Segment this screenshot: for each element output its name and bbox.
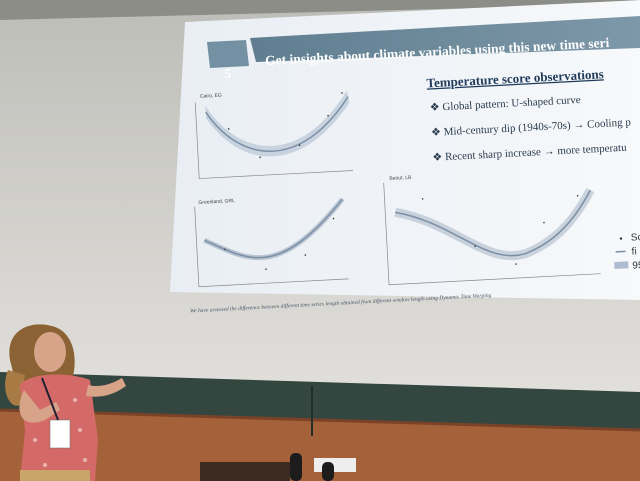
chair — [20, 470, 90, 481]
wood-panel — [0, 410, 640, 481]
desk — [200, 462, 290, 481]
plot-title: Beirut, LB — [389, 175, 412, 182]
legend-label: Sc — [631, 232, 640, 244]
legend-label: fi — [631, 246, 637, 257]
title-band — [250, 16, 640, 62]
microphone — [322, 462, 334, 481]
scatter-points — [224, 92, 579, 270]
slide-number: 5 — [224, 66, 232, 81]
fit-curve — [204, 198, 344, 259]
fit-curve — [205, 96, 349, 152]
legend-marker — [619, 237, 623, 240]
plot-axes — [194, 206, 349, 288]
presenter — [5, 324, 126, 481]
legend-label: 95 — [632, 260, 640, 272]
legend-marker — [614, 261, 629, 269]
panel-edge — [0, 408, 640, 432]
legend-marker — [615, 250, 626, 253]
ceiling — [0, 0, 640, 20]
number-box — [207, 40, 249, 68]
socket — [314, 458, 356, 472]
fit-curve — [395, 189, 592, 257]
microphone — [290, 453, 302, 481]
plot-axes — [383, 182, 601, 286]
plot-axes — [194, 102, 354, 179]
plot-title: Cairo, EG — [200, 93, 222, 100]
slide — [170, 0, 640, 300]
plot-title: Greenland, GRL — [198, 198, 235, 206]
confidence-band — [205, 90, 350, 157]
